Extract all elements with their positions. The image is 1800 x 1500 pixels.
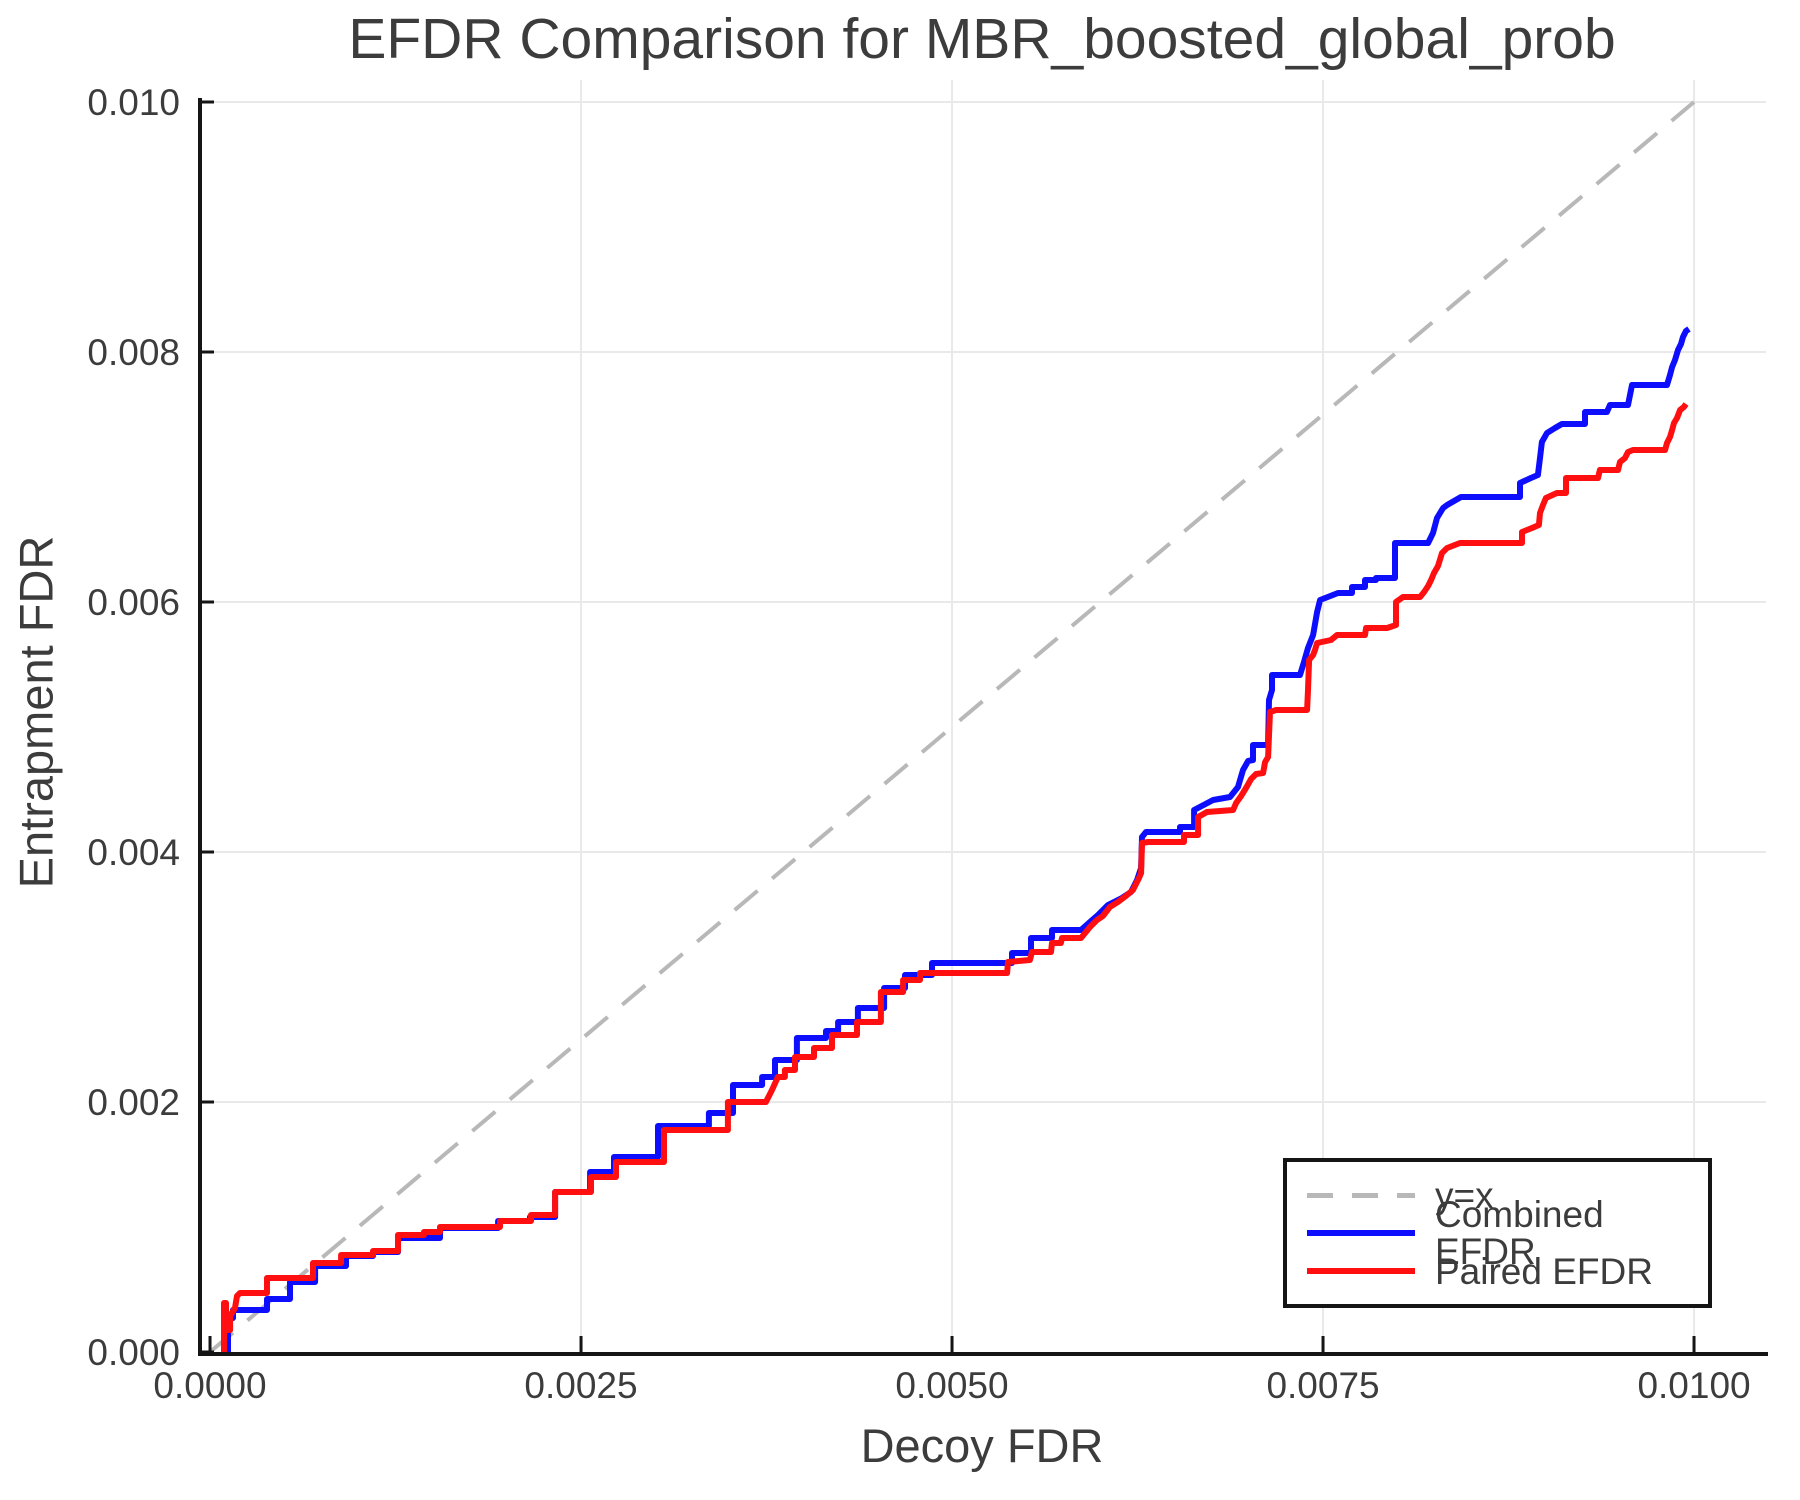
y-tick-label: 0.004 bbox=[87, 832, 180, 873]
legend-label: Paired EFDR bbox=[1435, 1250, 1653, 1292]
y-tick-label: 0.002 bbox=[87, 1082, 180, 1123]
red-line-sample bbox=[1307, 1268, 1415, 1274]
legend-entry-paired: Paired EFDR bbox=[1307, 1253, 1708, 1290]
x-tick-label: 0.0050 bbox=[895, 1365, 1008, 1406]
reference-line-y-equals-x bbox=[208, 100, 1696, 1354]
y-tick-label: 0.010 bbox=[87, 82, 180, 123]
x-tick-label: 0.0100 bbox=[1637, 1365, 1750, 1406]
y-tick-label: 0.000 bbox=[87, 1332, 180, 1373]
legend-label: Combined EFDR bbox=[1435, 1194, 1604, 1272]
legend-box: y=x Combined EFDR Paired EFDR bbox=[1283, 1158, 1712, 1308]
dashed-line-sample bbox=[1307, 1192, 1415, 1198]
y-axis-label: Entrapment FDR bbox=[9, 535, 63, 889]
paired-efdr-line bbox=[221, 402, 1689, 1355]
y-tick-label: 0.008 bbox=[87, 332, 180, 373]
x-tick-label: 0.0025 bbox=[524, 1365, 637, 1406]
y-tick-label: 0.006 bbox=[87, 582, 180, 623]
x-tick-label: 0.0000 bbox=[153, 1365, 266, 1406]
x-axis-label: Decoy FDR bbox=[860, 1419, 1104, 1472]
legend-entry-yx: y=x bbox=[1307, 1177, 1708, 1214]
blue-line-sample bbox=[1307, 1230, 1415, 1236]
legend-entry-combined: Combined EFDR bbox=[1307, 1196, 1708, 1270]
legend-label: y=x bbox=[1435, 1174, 1494, 1216]
x-tick-label: 0.0075 bbox=[1266, 1365, 1379, 1406]
chart-title: EFDR Comparison for MBR_boosted_global_p… bbox=[348, 7, 1616, 71]
